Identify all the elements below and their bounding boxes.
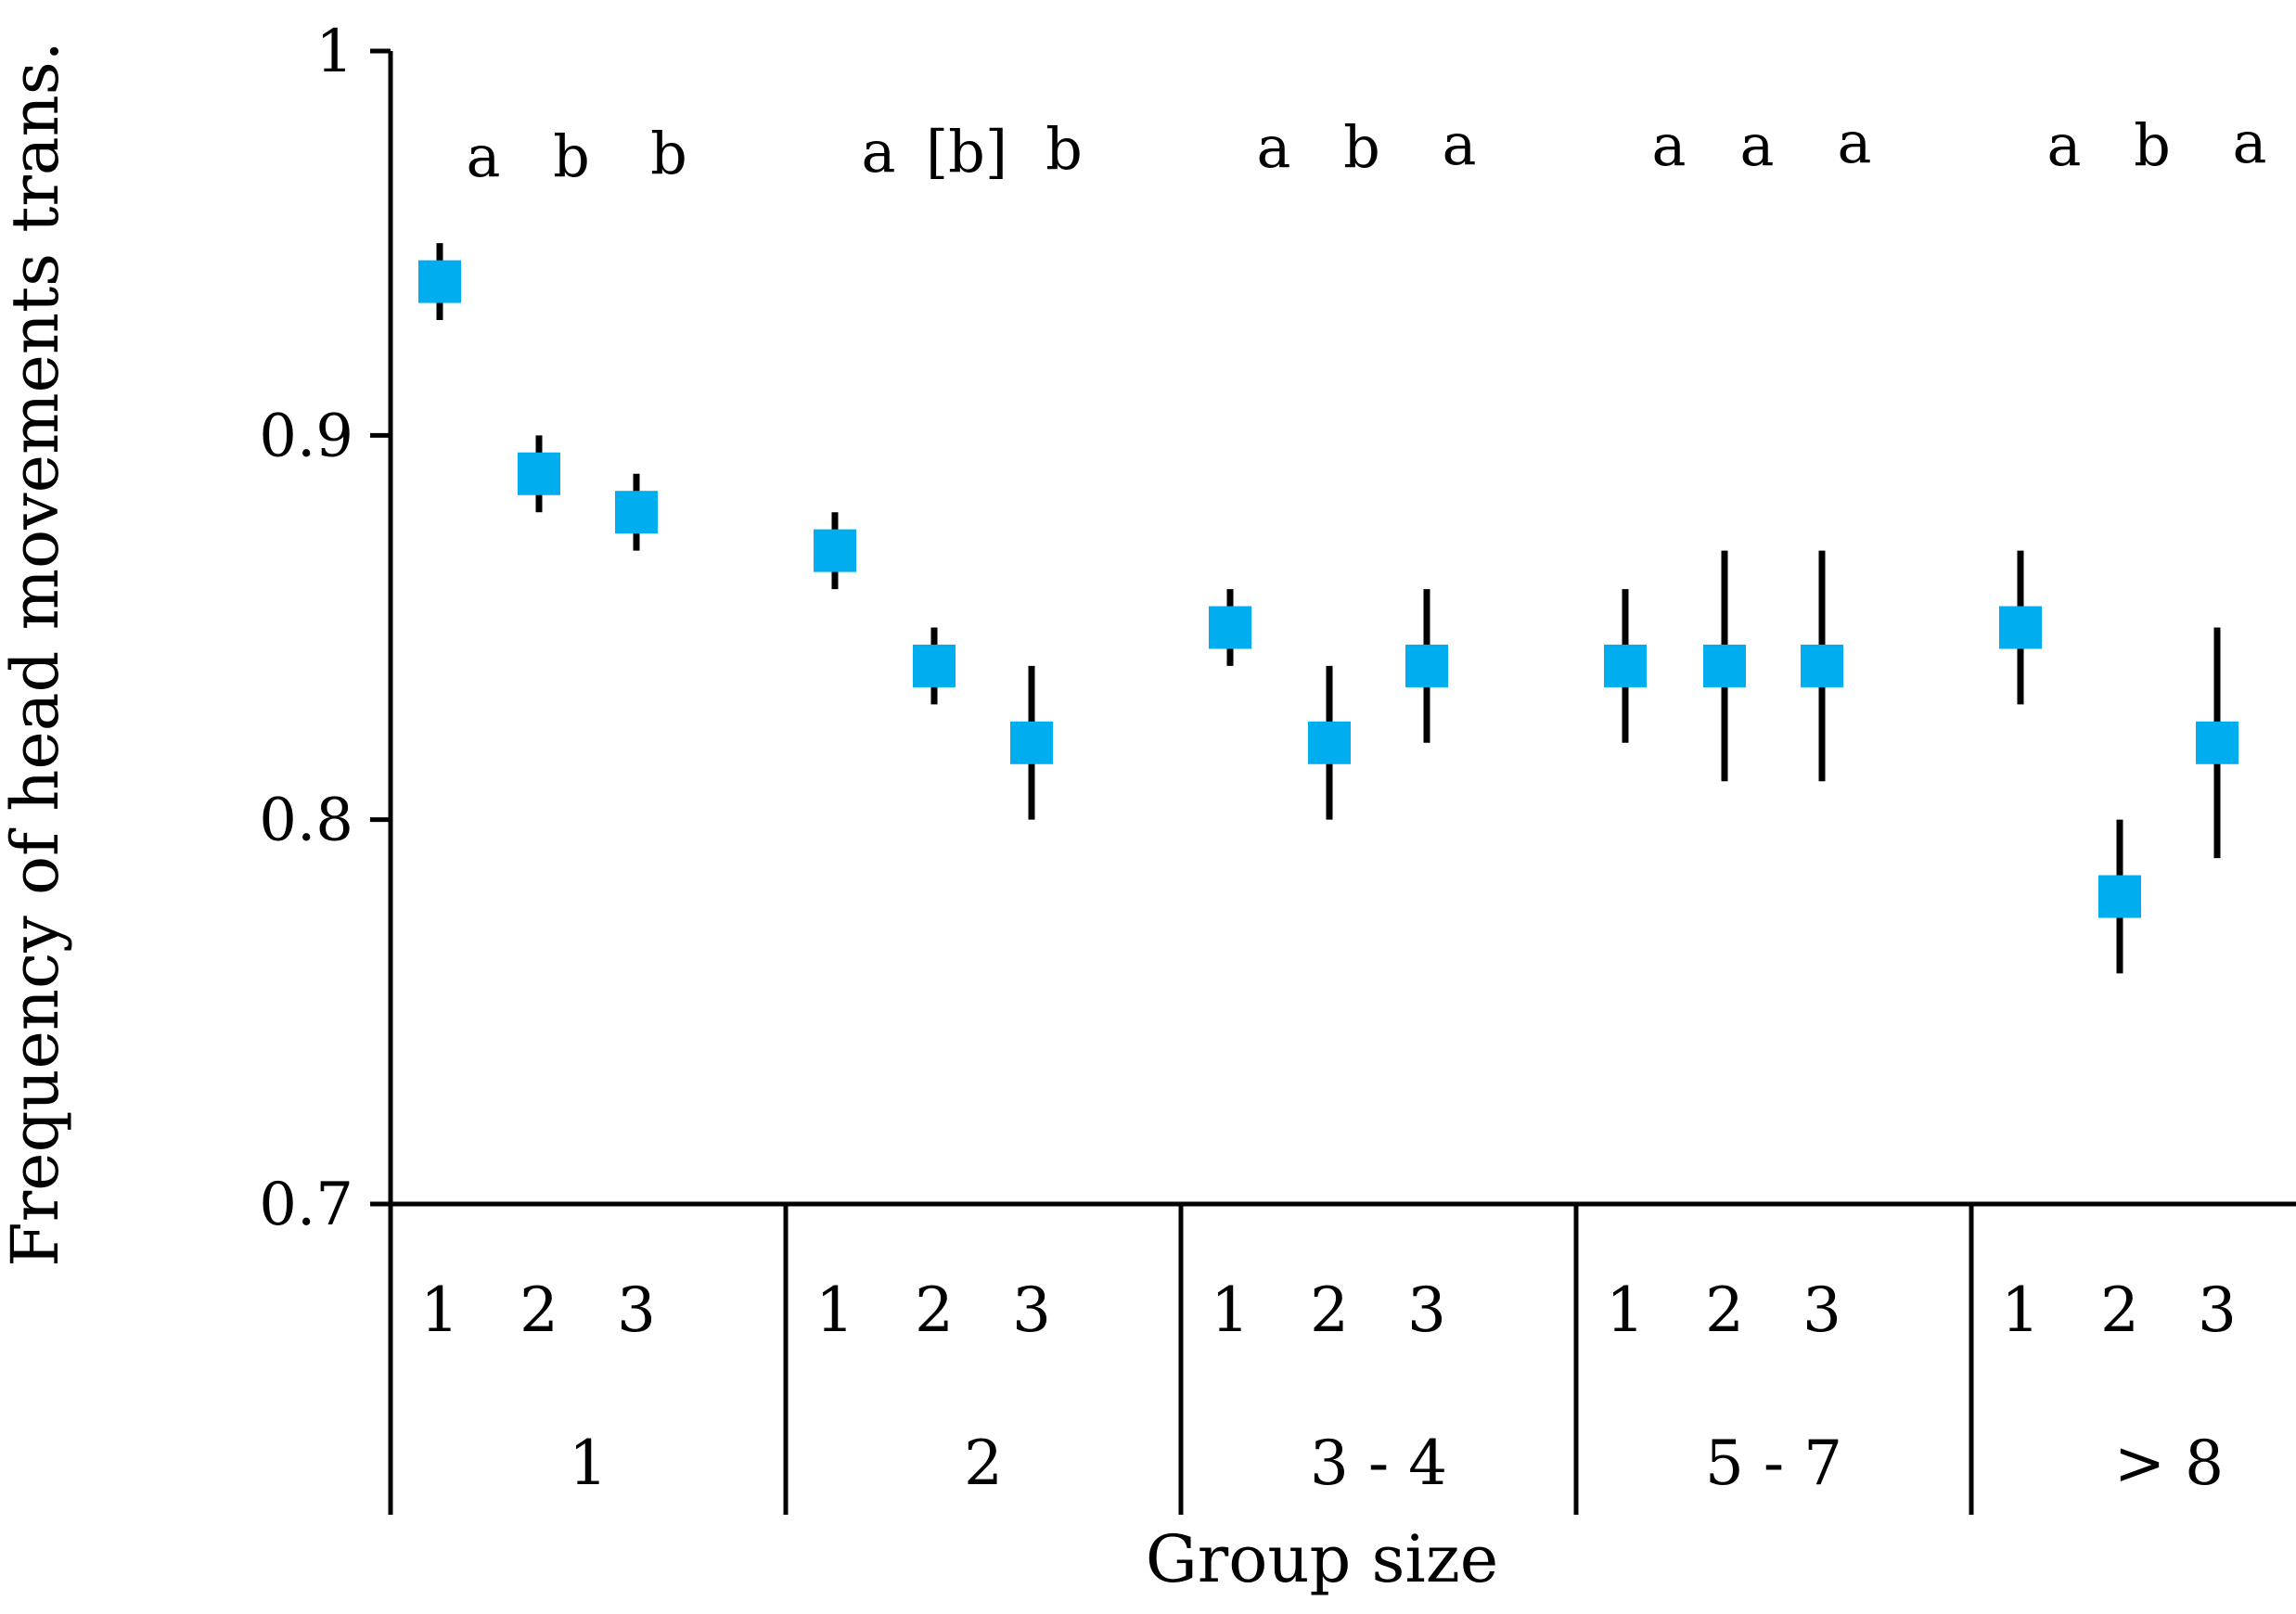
data-point: [913, 644, 956, 687]
significance-letter: b: [2134, 111, 2171, 179]
y-tick-label: 0.8: [259, 787, 353, 855]
data-point: [518, 452, 560, 495]
significance-letter: [b]: [926, 118, 1007, 186]
data-point: [2196, 721, 2238, 764]
significance-letter: b: [1045, 115, 1083, 183]
group-label: 1: [569, 1428, 608, 1499]
y-tick-label: 1: [315, 18, 353, 86]
x-tick-label: 2: [1310, 1275, 1349, 1346]
data-point: [1405, 644, 1448, 687]
x-tick-label: 3: [617, 1275, 656, 1346]
significance-letter: a: [1838, 109, 1872, 176]
significance-letter: a: [1257, 113, 1291, 181]
x-tick-label: 1: [420, 1275, 459, 1346]
x-tick-label: 3: [2198, 1275, 2237, 1346]
significance-letter: a: [2233, 109, 2267, 176]
x-axis-title: Group size: [1146, 1521, 1498, 1597]
x-tick-label: 2: [519, 1275, 558, 1346]
x-tick-label: 1: [1606, 1275, 1645, 1346]
significance-letter: a: [862, 118, 896, 186]
data-point: [1999, 606, 2042, 649]
data-point: [814, 529, 856, 572]
significance-letter: a: [1652, 111, 1687, 179]
significance-letter: a: [1443, 110, 1477, 178]
group-label: 2: [964, 1428, 1003, 1499]
x-tick-label: 1: [1211, 1275, 1250, 1346]
axes: [370, 48, 2296, 1515]
data-point: [418, 260, 461, 303]
data-markers: [418, 260, 2238, 918]
data-point: [1703, 644, 1746, 687]
data-point: [1308, 721, 1351, 764]
x-tick-label: 3: [1407, 1275, 1446, 1346]
significance-letter: a: [2047, 111, 2082, 179]
x-tick-label: 1: [2001, 1275, 2040, 1346]
data-point: [1010, 721, 1053, 764]
data-point: [1801, 644, 1843, 687]
group-label: > 8: [2114, 1428, 2224, 1499]
x-tick-label: 2: [915, 1275, 954, 1346]
group-label: 5 - 7: [1705, 1428, 1842, 1499]
y-tick-label: 0.7: [259, 1171, 353, 1239]
significance-letter: b: [650, 120, 687, 187]
data-point: [1604, 644, 1647, 687]
x-tick-label: 2: [1705, 1275, 1744, 1346]
significance-letter: b: [553, 122, 590, 190]
x-tick-label: 2: [2100, 1275, 2139, 1346]
data-point: [1209, 606, 1251, 649]
data-point: [615, 491, 658, 534]
significance-letter: a: [1740, 111, 1775, 179]
significance-letter: b: [1343, 113, 1380, 181]
x-tick-label: 3: [1802, 1275, 1841, 1346]
group-label: 3 - 4: [1310, 1428, 1447, 1499]
error-bars: [436, 243, 2221, 974]
significance-letter: a: [467, 122, 501, 190]
data-point: [2098, 875, 2141, 918]
y-tick-label: 0.9: [259, 402, 353, 470]
x-tick-label: 3: [1012, 1275, 1051, 1346]
x-tick-label: 1: [815, 1275, 854, 1346]
y-axis-title: Frequency of head movements trans.: [0, 41, 73, 1267]
